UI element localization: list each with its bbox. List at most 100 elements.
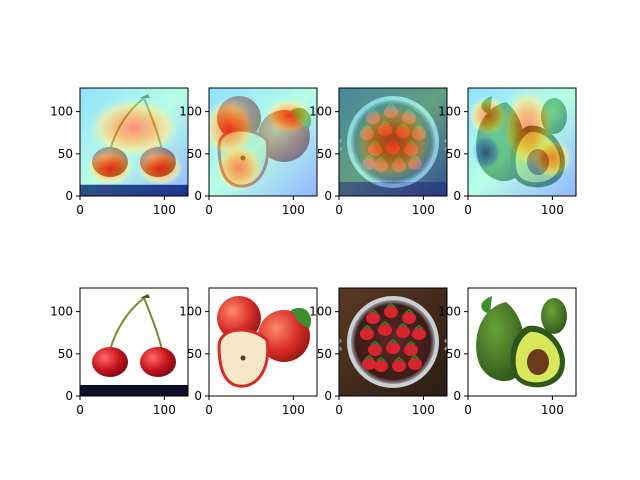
strawberry [362, 358, 376, 370]
heatmap-overlay [468, 88, 576, 196]
heatmap-overlay [209, 88, 317, 196]
bowl-handle [339, 338, 343, 352]
heatmap-overlay [339, 88, 447, 196]
y-tick-label: 100 [50, 305, 73, 319]
leaf [481, 296, 492, 314]
strawberry [412, 328, 426, 340]
y-tick-label: 100 [179, 305, 202, 319]
strawberry [396, 326, 410, 338]
apple [217, 296, 261, 340]
axes-frame [467, 287, 577, 397]
y-tick-label: 0 [194, 189, 202, 203]
axes-frame [79, 87, 189, 197]
cherry [92, 347, 128, 377]
image-strawberries [339, 88, 447, 196]
y-tick-label: 0 [324, 389, 332, 403]
x-tick-label: 100 [153, 203, 176, 217]
y-tick-label: 100 [309, 105, 332, 119]
heat-coldspot [80, 184, 188, 196]
x-tick-label: 0 [76, 203, 84, 217]
x-tick-label: 0 [464, 403, 472, 417]
strawberry [392, 360, 406, 372]
x-tick-label: 0 [76, 403, 84, 417]
strawberry-leaf [388, 338, 398, 344]
x-tick-label: 0 [335, 403, 343, 417]
image-cherries [80, 288, 188, 396]
strawberry [402, 312, 416, 324]
strawberry-leaf [410, 354, 420, 360]
strawberry-leaf [380, 320, 390, 326]
image-cherries [80, 88, 188, 196]
strawberry-leaf [364, 354, 374, 360]
strawberry-leaf [404, 308, 414, 314]
y-tick-label: 0 [65, 189, 73, 203]
heatmap-overlay [80, 88, 188, 196]
axes-r1-c0: 0 100 0 50 100 [50, 287, 189, 417]
cherry [140, 347, 176, 377]
strawberry-leaf [394, 356, 404, 362]
strawberry-leaf [368, 308, 378, 314]
strawberry [366, 312, 380, 324]
heat-hotspot [136, 150, 184, 186]
y-tick-label: 0 [453, 389, 461, 403]
y-tick-label: 0 [453, 189, 461, 203]
strawberry-leaf [406, 340, 416, 346]
strawberry [360, 328, 374, 340]
axes-r0-c0: 0 100 0 50 100 [50, 87, 189, 217]
strawberry-leaf [376, 356, 386, 362]
heat-hotspot [209, 98, 255, 158]
avocado-pit [527, 349, 549, 375]
strawberry [408, 358, 422, 370]
strawberry-leaf [386, 302, 396, 308]
y-tick-label: 50 [187, 147, 202, 161]
heat-hotspot [353, 104, 433, 180]
image-apples [209, 88, 317, 196]
x-tick-label: 100 [282, 403, 305, 417]
axes-frame [79, 287, 189, 397]
strawberry [404, 344, 418, 356]
x-tick-label: 100 [153, 403, 176, 417]
image-strawberries [339, 288, 447, 396]
x-tick-label: 100 [412, 203, 435, 217]
strawberry [374, 360, 388, 372]
heat-hotspot [468, 96, 508, 136]
image-background [80, 288, 188, 396]
image-apples [209, 288, 317, 396]
y-tick-label: 0 [65, 389, 73, 403]
x-tick-label: 100 [541, 203, 564, 217]
heat-coldspot [339, 182, 447, 196]
heat-hotspot [532, 138, 572, 178]
axes-r1-c2: 0 100 0 50 100 [309, 287, 448, 417]
watermark-banner [80, 385, 188, 396]
avocado-small [541, 298, 567, 334]
image-avocados [468, 288, 576, 396]
leaf [291, 307, 311, 328]
axes-frame [208, 87, 318, 197]
y-tick-label: 50 [446, 347, 461, 361]
bowl-handle [443, 338, 447, 352]
x-tick-label: 0 [205, 203, 213, 217]
image-avocados [468, 88, 576, 196]
apple [258, 310, 310, 362]
heat-hotspot [86, 150, 134, 186]
strawberry [368, 344, 382, 356]
strawberry-leaf [370, 340, 380, 346]
y-tick-label: 100 [438, 105, 461, 119]
cherry-stem [143, 297, 163, 351]
strawberry-leaf [414, 324, 424, 330]
axes-r1-c3: 0 100 0 50 100 [438, 287, 577, 417]
y-tick-label: 50 [317, 347, 332, 361]
axes-r0-c1: 0 100 0 50 100 [179, 87, 318, 217]
y-tick-label: 50 [58, 347, 73, 361]
axes-frame [338, 287, 448, 397]
strawberry-leaf [362, 324, 372, 330]
y-tick-label: 100 [309, 305, 332, 319]
strawberry [384, 306, 398, 318]
axes-r1-c1: 0 100 0 50 100 [179, 287, 318, 417]
y-tick-label: 50 [187, 347, 202, 361]
axes-frame [208, 287, 318, 397]
axes-frame [338, 87, 448, 197]
y-tick-label: 50 [446, 147, 461, 161]
strawberry-leaf [398, 322, 408, 328]
